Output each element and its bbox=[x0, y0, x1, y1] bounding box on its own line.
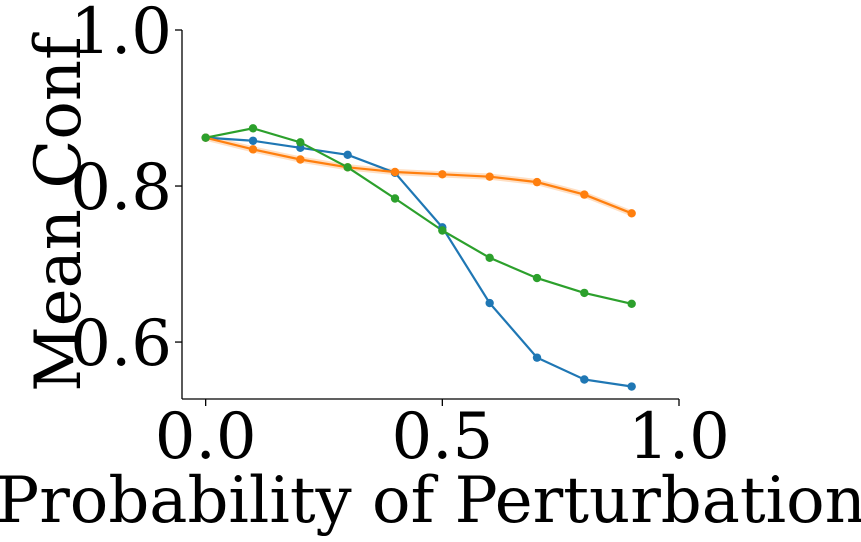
series-1-point bbox=[248, 145, 258, 154]
series-2-point bbox=[532, 273, 542, 283]
confidence-bands bbox=[205, 134, 632, 217]
x-axis-ticks: 0.0 0.5 1.0 bbox=[155, 399, 730, 474]
series-2-point bbox=[438, 226, 447, 235]
y-tick-label: 0.8 bbox=[70, 151, 172, 225]
series-2-point bbox=[248, 124, 258, 133]
series-1-point bbox=[296, 155, 305, 164]
series-0-line bbox=[205, 136, 632, 388]
y-axis-ticks: 0.6 0.8 1.0 bbox=[70, 0, 182, 381]
series-2-point bbox=[390, 194, 400, 203]
series-1-band bbox=[205, 134, 632, 217]
series-0-point bbox=[532, 353, 542, 362]
y-axis-label: Mean Conf bbox=[22, 32, 96, 392]
series-2-point bbox=[580, 288, 589, 298]
series-1-point bbox=[485, 172, 494, 181]
series-2-point bbox=[627, 299, 636, 309]
series-0-point bbox=[343, 150, 352, 160]
x-axis-label: Probability of Perturbation bbox=[0, 464, 861, 538]
x-tick-label: 0.0 bbox=[155, 400, 257, 474]
series-0-point bbox=[485, 298, 494, 308]
y-tick-label: 1.0 bbox=[70, 0, 172, 69]
series-0-point bbox=[248, 136, 258, 145]
series-2-point bbox=[201, 133, 210, 142]
series-2-point bbox=[343, 163, 352, 172]
series-lines bbox=[205, 127, 633, 388]
series-2-point bbox=[485, 253, 494, 262]
x-tick-label: 1.0 bbox=[628, 400, 730, 474]
series-0-point bbox=[627, 382, 636, 391]
series-2-point bbox=[296, 138, 305, 147]
series-1-point bbox=[532, 177, 542, 187]
series-markers bbox=[201, 124, 636, 391]
series-0-point bbox=[580, 375, 589, 384]
series-2-line bbox=[205, 127, 632, 305]
y-tick-label: 0.6 bbox=[70, 307, 172, 381]
series-1-point bbox=[580, 190, 589, 199]
x-tick-label: 0.5 bbox=[391, 400, 493, 474]
series-1-point bbox=[627, 209, 636, 218]
series-1-line bbox=[205, 136, 633, 215]
series-1-point bbox=[390, 167, 400, 177]
series-1-point bbox=[438, 170, 447, 179]
